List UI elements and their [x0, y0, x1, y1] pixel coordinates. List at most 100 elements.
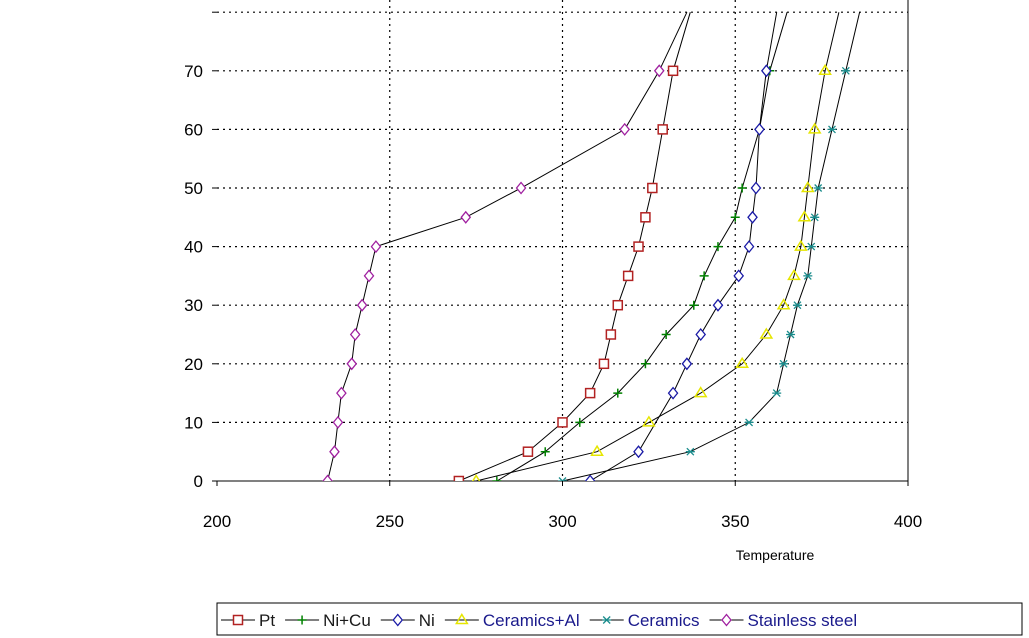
- data-point-stainless-steel: [363, 269, 375, 283]
- y-tick-label: 40: [184, 238, 203, 257]
- data-point-ceramics: [810, 213, 820, 222]
- series-ceramics-al: [471, 12, 840, 481]
- data-point-ceramics: [803, 271, 813, 280]
- data-point-ni-cu: [640, 359, 650, 369]
- data-point-ni-cu: [730, 212, 740, 222]
- legend-label: Ceramics+Al: [483, 611, 580, 630]
- series-ni: [584, 12, 778, 481]
- legend-box: [216, 602, 1023, 636]
- legend-marker: [721, 613, 732, 627]
- data-point-ceramics: [744, 418, 754, 427]
- data-point-ceramics-al: [471, 474, 481, 481]
- x-tick-label: 400: [894, 512, 922, 531]
- data-point-ceramics-al: [590, 444, 604, 456]
- data-point-ceramics-al: [800, 181, 815, 193]
- data-point-ni: [754, 122, 765, 136]
- data-point-ceramics: [813, 184, 823, 192]
- x-tick-label: 300: [548, 512, 576, 531]
- data-point-ni-cu: [613, 388, 623, 398]
- legend: Pt Ni+Cu Ni Ceramics+Al Ceramics Stainless st…: [216, 602, 1023, 636]
- data-point-ni-cu: [689, 300, 699, 310]
- data-point-stainless-steel: [619, 122, 631, 136]
- x-tick-label: 200: [203, 512, 231, 531]
- data-point-ceramics-al: [797, 210, 812, 222]
- x-axis-title: Temperature: [736, 547, 815, 563]
- legend-label: Ni: [419, 611, 435, 630]
- data-point-ni: [761, 64, 772, 78]
- data-point-pt: [605, 329, 617, 340]
- legend-label: Ni+Cu: [323, 611, 371, 630]
- data-point-pt: [647, 182, 658, 194]
- legend-item-ceramics-al: Ceramics+Al: [444, 611, 580, 630]
- data-point-pt: [453, 475, 465, 481]
- data-point-ceramics: [792, 301, 802, 310]
- data-point-ni-cu: [575, 417, 585, 427]
- legend-item-ceramics: Ceramics: [589, 611, 700, 630]
- data-point-pt: [622, 270, 634, 282]
- series-pt: [453, 12, 691, 481]
- data-point-stainless-steel: [370, 240, 382, 254]
- x-tick-label: 250: [376, 512, 404, 531]
- data-point-ni: [633, 445, 644, 459]
- data-point-ni: [712, 298, 724, 312]
- legend-label: Ceramics: [628, 611, 700, 630]
- data-point-ni-cu: [492, 476, 502, 481]
- data-point-stainless-steel: [515, 181, 527, 195]
- data-point-ceramics-al: [642, 415, 656, 427]
- data-point-ceramics-al: [787, 268, 801, 281]
- data-point-ni-cu: [540, 447, 550, 457]
- data-point-ceramics-al: [818, 63, 832, 76]
- data-point-ceramics: [558, 477, 567, 481]
- series-line-stainless-steel: [327, 11, 688, 481]
- legend-marker: [392, 613, 404, 627]
- data-point-pt: [557, 417, 568, 428]
- data-point-pt: [633, 241, 644, 252]
- legend-label: Stainless steel: [747, 611, 857, 630]
- data-point-ni: [681, 357, 693, 371]
- y-tick-label: 0: [194, 472, 203, 491]
- data-point-pt: [612, 299, 624, 311]
- data-point-stainless-steel: [322, 474, 333, 481]
- data-point-ni: [747, 210, 758, 224]
- legend-item-pt: Pt: [221, 611, 275, 630]
- data-point-ni-cu: [713, 242, 723, 252]
- data-point-ceramics-al: [794, 239, 808, 251]
- data-point-ni-cu: [699, 271, 709, 281]
- series-ni-cu: [492, 12, 788, 481]
- data-point-pt: [657, 124, 668, 135]
- tick-labels: 200 250 300 350 400 0 10 20 30 40 50 60 70: [184, 62, 922, 531]
- y-tick-label: 10: [184, 413, 203, 432]
- data-point-ceramics-al: [735, 356, 749, 369]
- data-point-stainless-steel: [332, 415, 344, 429]
- legend-marker: [602, 616, 612, 624]
- data-point-pt: [584, 387, 596, 399]
- grid: [217, 0, 908, 481]
- data-point-ceramics-al: [776, 298, 791, 310]
- data-point-ceramics: [685, 447, 695, 456]
- data-point-ni-cu: [737, 183, 747, 193]
- legend-label: Pt: [259, 611, 275, 630]
- y-tick-label: 30: [184, 296, 203, 315]
- data-point-ceramics: [772, 389, 782, 398]
- data-point-stainless-steel: [653, 64, 665, 78]
- data-point-ni: [733, 269, 745, 283]
- legend-marker: [232, 614, 244, 626]
- data-point-ceramics: [779, 359, 789, 368]
- data-point-pt: [522, 446, 534, 457]
- data-point-ni-cu: [661, 330, 671, 339]
- y-tick-label: 50: [184, 179, 203, 198]
- data-point-pt: [667, 65, 679, 77]
- data-point-ceramics-al: [693, 386, 708, 398]
- data-point-ni: [584, 474, 596, 481]
- legend-item-ni-cu: Ni+Cu: [285, 611, 371, 630]
- y-tick-label: 60: [184, 120, 203, 139]
- series-line-ceramics: [562, 12, 861, 481]
- x-tick-label: 350: [721, 512, 749, 531]
- data-point-ni: [750, 181, 762, 195]
- legend-item-ni: Ni: [380, 611, 435, 630]
- data-point-pt: [598, 358, 610, 370]
- data-point-stainless-steel: [336, 386, 347, 400]
- data-point-ceramics: [806, 242, 816, 251]
- legend-marker: [297, 615, 307, 625]
